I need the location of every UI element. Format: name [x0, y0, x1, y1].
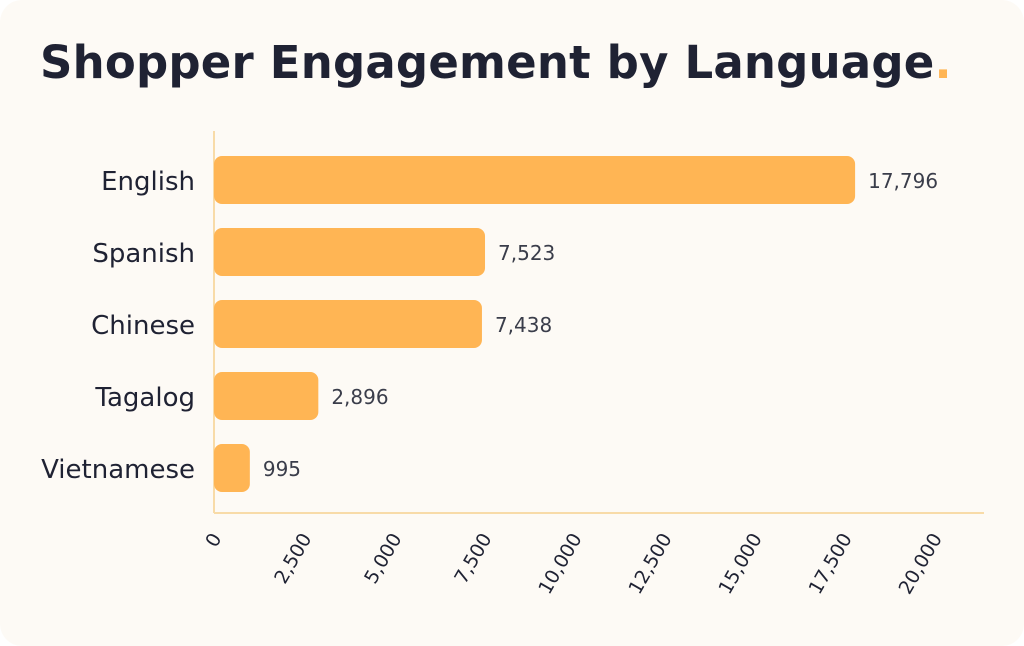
- x-tick-label: 17,500: [804, 530, 856, 599]
- bar-chinese: [214, 300, 482, 348]
- x-tick-label: 15,000: [714, 530, 766, 599]
- x-tick-label: 0: [201, 530, 226, 551]
- category-label-chinese: Chinese: [91, 311, 195, 341]
- value-label-spanish: 7,523: [498, 241, 555, 265]
- value-label-tagalog: 2,896: [331, 385, 388, 409]
- bar-english: [214, 156, 856, 204]
- bar-vietnamese: [214, 444, 250, 492]
- category-label-spanish: Spanish: [92, 239, 195, 269]
- x-tick-label: 5,000: [360, 530, 406, 588]
- title-accent-dot: .: [934, 36, 952, 89]
- x-tick-label: 2,500: [270, 530, 316, 588]
- x-tick-label: 20,000: [895, 530, 947, 599]
- value-label-vietnamese: 995: [263, 457, 301, 481]
- bar-spanish: [214, 228, 486, 276]
- category-label-vietnamese: Vietnamese: [41, 455, 195, 485]
- value-label-chinese: 7,438: [495, 313, 552, 337]
- chart-title: Shopper Engagement by Language.: [40, 36, 952, 89]
- bar-tagalog: [214, 372, 319, 420]
- category-label-tagalog: Tagalog: [94, 383, 195, 413]
- title-text: Shopper Engagement by Language: [40, 36, 935, 89]
- category-label-english: English: [101, 167, 195, 197]
- x-tick-label: 7,500: [450, 530, 496, 588]
- x-tick-label: 12,500: [624, 530, 676, 599]
- value-label-english: 17,796: [868, 169, 938, 193]
- x-tick-label: 10,000: [534, 530, 586, 599]
